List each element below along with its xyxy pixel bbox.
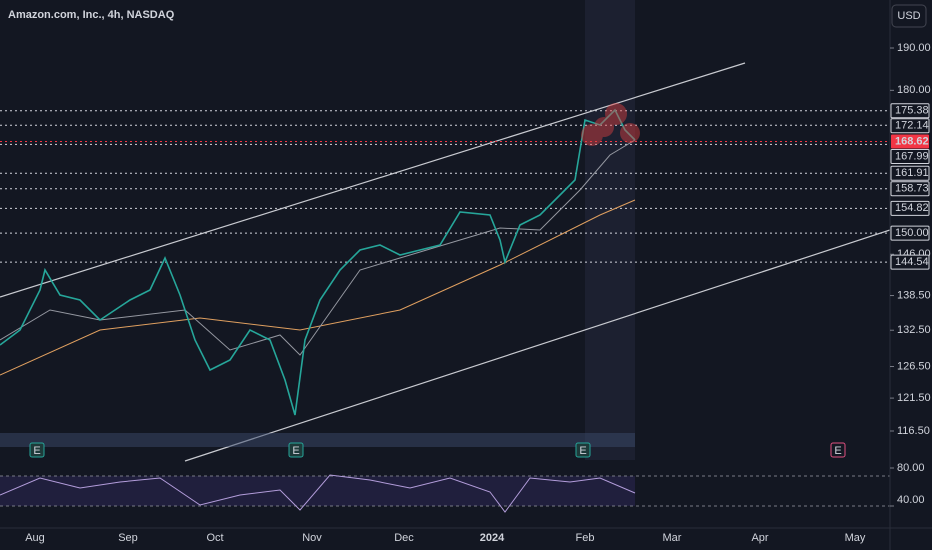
earnings-marker (288, 442, 304, 458)
time-label: May (845, 532, 866, 544)
level-tag (890, 181, 930, 197)
price-tick-label: 190.00 (897, 42, 931, 54)
price-tick-label: 116.50 (897, 425, 930, 437)
level-tag (890, 103, 930, 119)
time-label: Apr (751, 532, 768, 544)
level-label: 172.14 (895, 120, 929, 132)
level-tag (890, 254, 930, 270)
currency-button[interactable] (891, 4, 927, 28)
earnings-label: E (834, 445, 841, 457)
earnings-label: E (579, 445, 586, 457)
highlight-circles (581, 103, 640, 146)
ma-200 (0, 199, 636, 376)
time-label: Dec (394, 532, 414, 544)
channel-upper (0, 62, 746, 298)
currency[interactable]: USD (897, 10, 920, 22)
rsi (0, 474, 636, 513)
time-label: Nov (302, 532, 322, 544)
time-label: Mar (663, 532, 682, 544)
time-label: Sep (118, 532, 138, 544)
earnings-label: E (292, 445, 299, 457)
level-label: 175.38 (895, 105, 929, 117)
price-tick-label: 138.50 (897, 289, 931, 301)
ma-50 (0, 139, 636, 356)
level-tag (890, 148, 930, 164)
level-label: 168.62 (895, 135, 929, 147)
level-label: 144.54 (895, 256, 929, 268)
level-tag (890, 200, 930, 216)
time-label: Oct (206, 532, 223, 544)
time-label: Aug (25, 532, 45, 544)
time-label: Feb (576, 532, 595, 544)
earnings-label: E (33, 445, 40, 457)
rsi-tick-label: 80.00 (897, 462, 925, 474)
price-tick-label: 132.50 (897, 324, 931, 336)
time-label: 2024 (480, 532, 505, 544)
channel-lower (184, 229, 891, 462)
level-label: 167.99 (895, 150, 929, 162)
price-line (0, 108, 636, 416)
level-tag (890, 225, 930, 241)
rsi-tick-label: 40.00 (897, 494, 925, 506)
earnings-marker (575, 442, 591, 458)
earnings-marker (830, 442, 846, 458)
level-tag (890, 118, 930, 134)
chart-area (0, 0, 890, 528)
price-tick-label: 180.00 (897, 84, 931, 96)
price-tick-label: 121.50 (897, 392, 931, 404)
highlight-zone (585, 0, 635, 460)
level-label: 150.00 (895, 227, 929, 239)
price-tick-label: 126.50 (897, 360, 931, 372)
level-label: 161.91 (895, 167, 929, 179)
symbol-title: Amazon.com, Inc., 4h, NASDAQ (8, 9, 175, 21)
rsi-band (0, 476, 635, 506)
level-label: 158.73 (895, 183, 929, 195)
level-label: 154.82 (895, 202, 929, 214)
earnings-marker (29, 442, 45, 458)
level-tag (891, 134, 929, 149)
level-tag (890, 165, 930, 181)
